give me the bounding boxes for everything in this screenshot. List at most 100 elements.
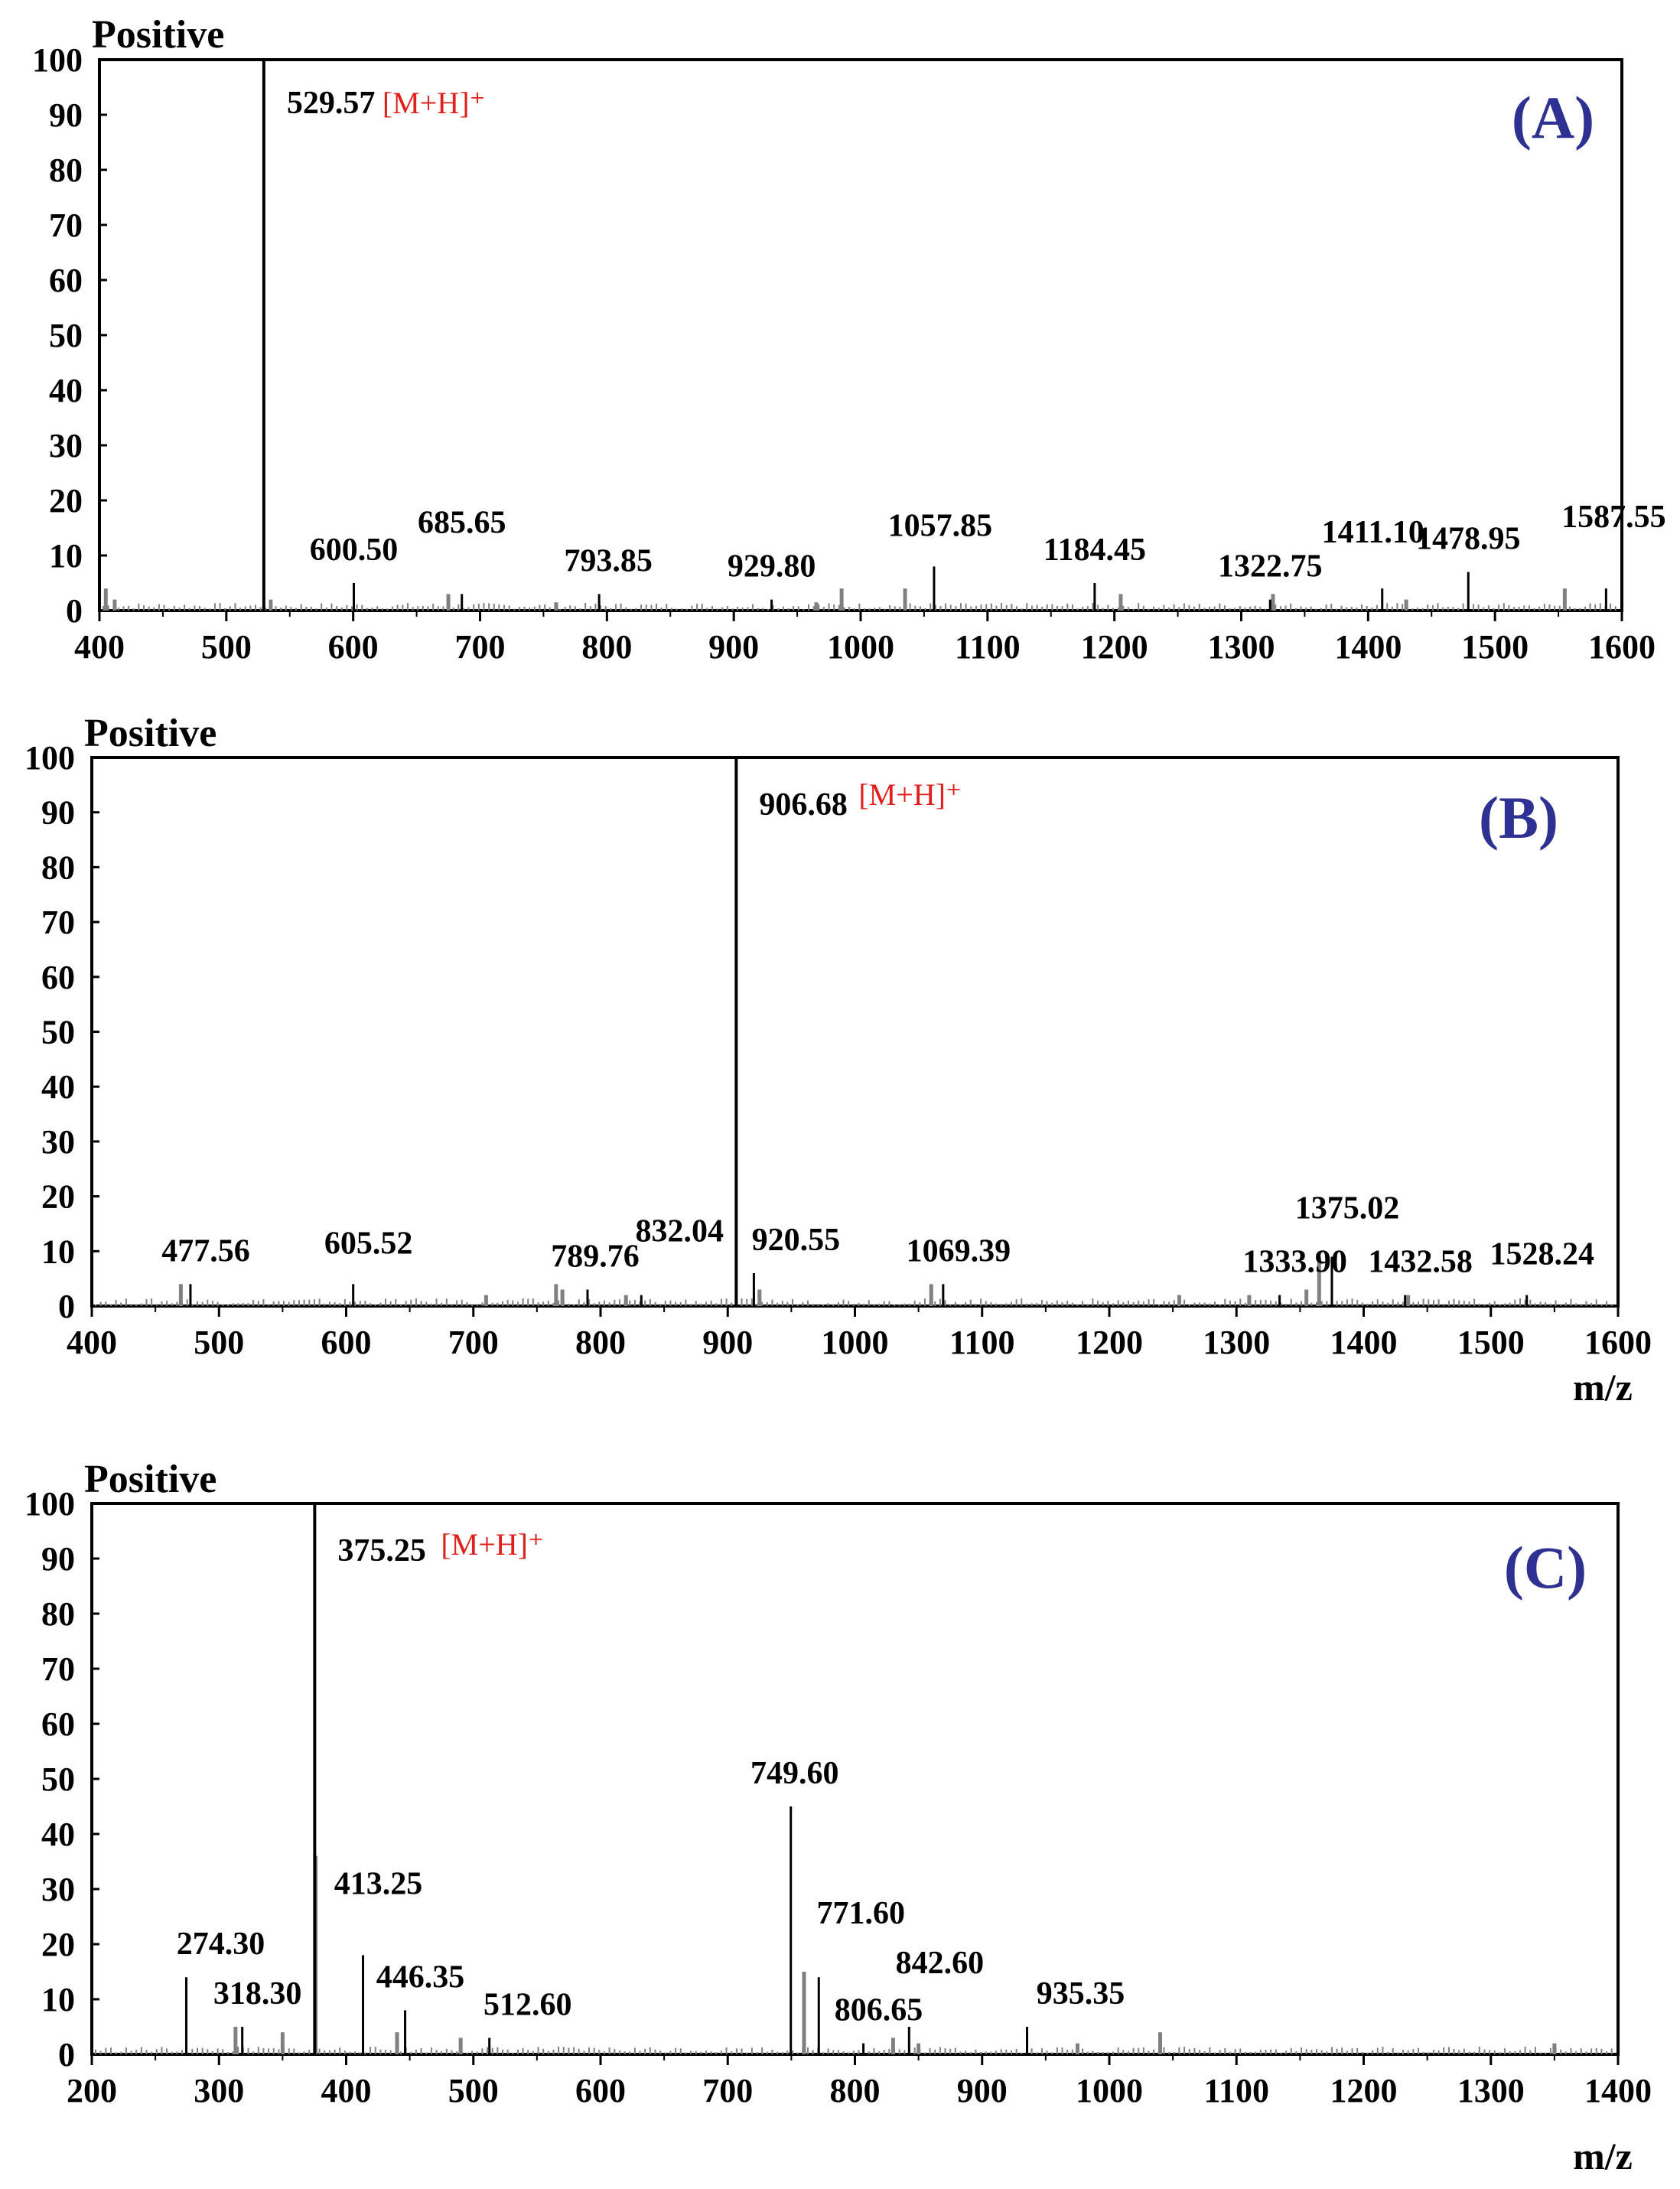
- peak-label: 906.68: [759, 787, 847, 823]
- peak-label: 1375.02: [1295, 1191, 1400, 1226]
- peak-label: 1411.10: [1322, 515, 1424, 550]
- peak-label: 605.52: [324, 1226, 413, 1261]
- y-tick-label: 30: [49, 427, 83, 464]
- x-tick-label: 700: [455, 628, 506, 666]
- x-tick-label: 600: [328, 628, 379, 666]
- peak-label: 1432.58: [1368, 1245, 1473, 1280]
- x-tick-label: 500: [448, 2072, 499, 2109]
- x-axis-label: m/z: [1573, 1366, 1633, 1409]
- panel-label: (B): [1479, 784, 1558, 851]
- x-tick-label: 700: [702, 2072, 753, 2109]
- spectrum-panel-c: Positive (C) 0 10 20 30 40 50 60 70 80 90 100 200 300 4…: [24, 1458, 1652, 2178]
- y-tick-label: 90: [49, 96, 83, 134]
- y-tick-label: 100: [32, 41, 83, 79]
- peak-label: 318.30: [213, 1976, 302, 2011]
- peak-label: 375.25: [337, 1533, 426, 1568]
- y-tick-label: 40: [41, 1068, 75, 1106]
- y-tick-label: 10: [49, 537, 83, 575]
- x-tick-label: 1600: [1584, 1324, 1652, 1361]
- y-tick-label: 10: [41, 1233, 75, 1270]
- y-tick-label: 40: [49, 372, 83, 409]
- x-tick-label: 1400: [1584, 2072, 1652, 2109]
- y-tick-label: 50: [41, 1761, 75, 1798]
- peak-label: 1057.85: [888, 508, 993, 543]
- peak-label: 529.57: [287, 86, 376, 121]
- y-tick-label: 50: [41, 1014, 75, 1051]
- x-tick-label: 900: [702, 1324, 753, 1361]
- peak-label: 929.80: [728, 549, 816, 585]
- baseline-noise: [102, 602, 1617, 611]
- peak-label: 600.50: [310, 533, 399, 568]
- y-tick-label: 70: [49, 207, 83, 244]
- x-tick-label: 700: [448, 1324, 499, 1361]
- y-tick-label: 60: [49, 262, 83, 299]
- y-tick-label: 20: [41, 1926, 75, 1963]
- y-tick-label: 50: [49, 317, 83, 354]
- y-tick-label: 80: [41, 1595, 75, 1633]
- ion-mode-label: Positive: [84, 712, 217, 755]
- x-tick-label: 1400: [1334, 628, 1402, 666]
- peak-label: 1184.45: [1043, 533, 1146, 568]
- peak-label: 1333.90: [1242, 1245, 1347, 1280]
- peak-label: 477.56: [161, 1233, 250, 1269]
- ion-mode-label: Positive: [84, 1458, 217, 1501]
- peak-label: 446.35: [376, 1959, 465, 1995]
- peak-label: 413.25: [334, 1866, 423, 1901]
- x-tick-label: 1000: [827, 628, 894, 666]
- peak-label: 1478.95: [1416, 522, 1521, 557]
- x-tick-label: 800: [575, 1324, 626, 1361]
- x-tick-label: 1600: [1588, 628, 1656, 666]
- peak-label: 789.76: [551, 1239, 640, 1274]
- x-tick-label: 1100: [955, 628, 1021, 666]
- x-tick-label: 500: [194, 1324, 244, 1361]
- peak-label: 806.65: [835, 1993, 923, 2028]
- x-tick-label: 900: [957, 2072, 1008, 2109]
- x-tick-label: 500: [201, 628, 252, 666]
- x-tick-label: 800: [581, 628, 632, 666]
- spectrum-panel-a: Positive (A) 0 10 20 30 40 50 60 70 80 90 100 400 500 6…: [32, 13, 1666, 666]
- x-tick-label: 1200: [1330, 2072, 1398, 2109]
- x-tick-label: 300: [194, 2072, 244, 2109]
- peak-label: 1069.39: [907, 1233, 1011, 1269]
- x-tick-label: 1100: [949, 1324, 1015, 1361]
- ion-annotation: [M+H]⁺: [441, 1527, 544, 1562]
- x-tick-label: 1100: [1203, 2072, 1269, 2109]
- y-tick-label: 80: [49, 151, 83, 189]
- x-tick-label: 600: [321, 1324, 372, 1361]
- x-tick-label: 1000: [822, 1324, 889, 1361]
- peak-label: 512.60: [483, 1987, 572, 2022]
- panel-label: (C): [1504, 1534, 1587, 1601]
- x-tick-label: 1200: [1076, 1324, 1143, 1361]
- x-tick-label: 1000: [1076, 2072, 1143, 2109]
- y-tick-label: 40: [41, 1816, 75, 1853]
- x-tick-label: 1300: [1457, 2072, 1525, 2109]
- y-tick-label: 30: [41, 1123, 75, 1161]
- x-tick-label: 800: [830, 2072, 881, 2109]
- peak-label: 274.30: [177, 1927, 265, 1962]
- y-tick-label: 100: [24, 739, 75, 777]
- spectrum-panel-b: Positive (B) 0 10 20 30 40 50 60 70 80 90 100 400 500 6…: [24, 712, 1652, 1409]
- peak-label: 1322.75: [1218, 549, 1323, 585]
- peak-label: 1528.24: [1490, 1237, 1594, 1272]
- y-tick-label: 0: [58, 2036, 75, 2073]
- y-tick-label: 60: [41, 1705, 75, 1743]
- x-tick-label: 1300: [1208, 628, 1275, 666]
- x-tick-label: 1500: [1457, 1324, 1525, 1361]
- peak-label: 842.60: [896, 1946, 985, 1981]
- peak-label: 771.60: [817, 1896, 906, 1931]
- x-tick-label: 200: [67, 2072, 117, 2109]
- y-tick-label: 70: [41, 904, 75, 941]
- ion-annotation: [M+H]⁺: [383, 86, 486, 120]
- x-tick-label: 1300: [1203, 1324, 1270, 1361]
- x-tick-label: 400: [321, 2072, 372, 2109]
- peak-label: 685.65: [418, 505, 506, 540]
- x-tick-label: 400: [67, 1324, 117, 1361]
- x-tick-label: 1400: [1330, 1324, 1398, 1361]
- peak-label: 749.60: [750, 1756, 839, 1791]
- y-tick-label: 20: [49, 482, 83, 520]
- panel-label: (A): [1512, 84, 1594, 151]
- y-tick-label: 70: [41, 1650, 75, 1688]
- peak-label: 1587.55: [1561, 500, 1666, 535]
- x-axis-label: m/z: [1573, 2135, 1633, 2178]
- x-tick-label: 600: [575, 2072, 626, 2109]
